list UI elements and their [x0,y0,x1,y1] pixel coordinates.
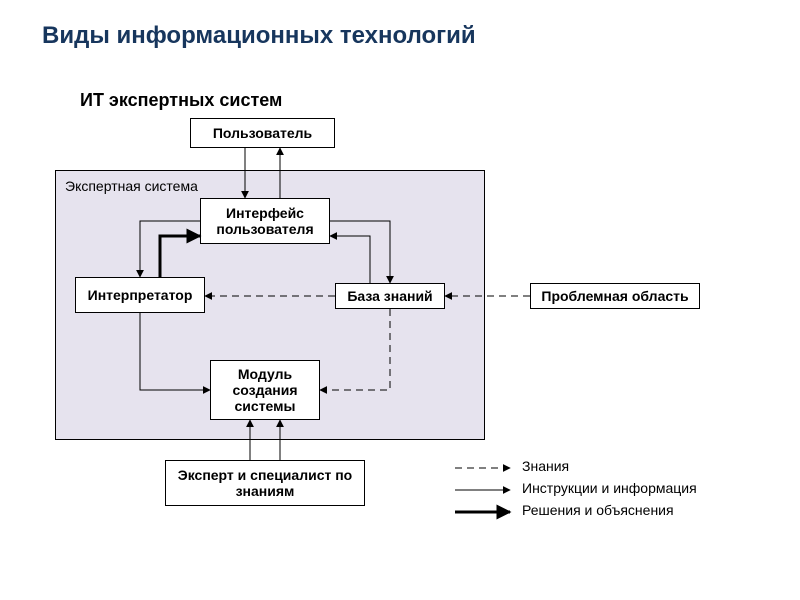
node-module: Модуль создания системы [210,360,320,420]
node-expert: Эксперт и специалист по знаниям [165,460,365,506]
node-kb: База знаний [335,283,445,309]
legend-label-2: Решения и объяснения [522,502,674,518]
node-interp: Интерпретатор [75,277,205,313]
node-user: Пользователь [190,118,335,148]
diagram-stage: { "title": { "text": "Виды информационны… [0,0,800,600]
node-expert-label: Эксперт и специалист по знаниям [170,467,360,499]
node-domain-label: Проблемная область [541,288,688,304]
node-iface-label: Интерфейс пользователя [205,205,325,237]
node-kb-label: База знаний [347,288,432,304]
legend-label-0: Знания [522,458,569,474]
node-interp-label: Интерпретатор [88,287,193,303]
node-module-label: Модуль создания системы [215,366,315,414]
node-domain: Проблемная область [530,283,700,309]
page-title: Виды информационных технологий [42,22,476,50]
node-iface: Интерфейс пользователя [200,198,330,244]
node-user-label: Пользователь [213,125,312,141]
legend-label-1: Инструкции и информация [522,480,697,496]
section-subtitle: ИТ экспертных систем [80,90,282,111]
expert-system-label: Экспертная система [65,178,198,194]
